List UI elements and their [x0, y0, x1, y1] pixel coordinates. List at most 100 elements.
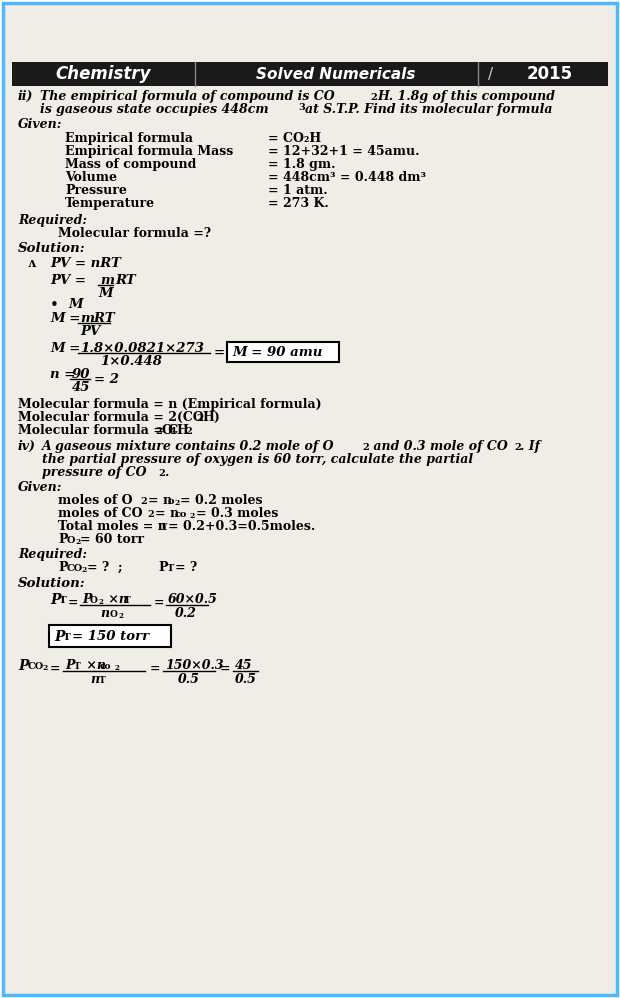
Text: O: O — [161, 424, 172, 437]
Text: =: = — [220, 663, 231, 676]
Text: P: P — [18, 659, 29, 673]
Text: ×n: ×n — [104, 593, 128, 606]
Text: T: T — [59, 596, 67, 605]
Text: 2: 2 — [196, 414, 203, 423]
Text: CO: CO — [67, 564, 83, 573]
Text: Required:: Required: — [18, 548, 87, 561]
Text: O: O — [110, 610, 118, 619]
Text: the partial pressure of oxygen is 60 torr, calculate the partial: the partial pressure of oxygen is 60 tor… — [42, 453, 473, 466]
Text: m: m — [100, 274, 114, 287]
Text: Molecular formula = n (Empirical formula): Molecular formula = n (Empirical formula… — [18, 398, 322, 411]
Text: is gaseous state occupies 448cm: is gaseous state occupies 448cm — [40, 103, 268, 116]
Text: PV =: PV = — [50, 274, 86, 287]
Text: Given:: Given: — [18, 481, 63, 494]
Text: T: T — [124, 596, 131, 605]
Text: = 0.2 moles: = 0.2 moles — [180, 494, 262, 507]
Text: T: T — [63, 633, 71, 642]
Text: RT: RT — [115, 274, 136, 287]
Text: = 1 atm.: = 1 atm. — [268, 184, 327, 197]
Text: = ?: = ? — [87, 561, 109, 574]
Text: Empirical formula Mass: Empirical formula Mass — [65, 145, 233, 158]
Text: 2: 2 — [140, 497, 147, 506]
Text: M =: M = — [50, 312, 81, 325]
Text: ii): ii) — [18, 90, 33, 103]
Text: = 0.2+0.3=0.5moles.: = 0.2+0.3=0.5moles. — [168, 520, 315, 533]
Text: 60×0.5: 60×0.5 — [168, 593, 218, 606]
Text: 2: 2 — [174, 499, 179, 507]
Text: 2015: 2015 — [527, 65, 573, 83]
Text: .: . — [164, 466, 169, 479]
Text: 150×0.3: 150×0.3 — [165, 659, 224, 672]
Text: = 273 K.: = 273 K. — [268, 197, 329, 210]
Text: co: co — [175, 510, 187, 519]
Text: 2: 2 — [75, 538, 80, 546]
Text: 0.5: 0.5 — [178, 673, 200, 686]
Text: = 1.8 gm.: = 1.8 gm. — [268, 158, 335, 171]
Text: Temperature: Temperature — [65, 197, 155, 210]
Text: =: = — [150, 663, 161, 676]
Text: =: = — [50, 663, 61, 676]
Text: 0.2: 0.2 — [175, 607, 197, 620]
Text: moles of O: moles of O — [58, 494, 133, 507]
Text: mRT: mRT — [80, 312, 115, 325]
Text: 2: 2 — [118, 612, 123, 620]
Text: Required:: Required: — [18, 214, 87, 227]
Text: 2: 2 — [185, 427, 192, 436]
Text: A gaseous mixture contains 0.2 mole of O: A gaseous mixture contains 0.2 mole of O — [42, 440, 335, 453]
Text: Mass of compound: Mass of compound — [65, 158, 197, 171]
Text: at S.T.P. Find its molecular formula: at S.T.P. Find its molecular formula — [305, 103, 552, 116]
Text: P: P — [82, 593, 91, 606]
Text: T: T — [74, 662, 81, 671]
Text: = 150 torr: = 150 torr — [72, 630, 149, 643]
Text: 2: 2 — [147, 510, 154, 519]
Text: n =: n = — [50, 368, 76, 381]
Text: 2: 2 — [362, 443, 369, 452]
Text: = CO₂H: = CO₂H — [268, 132, 321, 145]
Text: 3: 3 — [298, 103, 305, 112]
Text: 2: 2 — [514, 443, 521, 452]
Text: P: P — [58, 561, 68, 574]
Text: 90: 90 — [72, 368, 91, 381]
Text: Empirical formula: Empirical formula — [65, 132, 193, 145]
Text: P: P — [158, 561, 167, 574]
FancyBboxPatch shape — [3, 3, 617, 995]
Text: co: co — [100, 662, 112, 671]
Text: H: H — [176, 424, 188, 437]
Text: ʌ: ʌ — [28, 257, 36, 270]
Text: Solution:: Solution: — [18, 242, 86, 255]
Text: pressure of CO: pressure of CO — [42, 466, 146, 479]
Text: =: = — [68, 597, 79, 610]
Text: Molecular formula = C: Molecular formula = C — [18, 424, 179, 437]
Text: 2: 2 — [158, 469, 165, 478]
Text: 1.8×0.0821×273: 1.8×0.0821×273 — [80, 342, 204, 355]
Text: Molecular formula =?: Molecular formula =? — [58, 227, 211, 240]
Text: 45: 45 — [72, 381, 91, 394]
Text: CO: CO — [28, 662, 44, 671]
Text: = 0.3 moles: = 0.3 moles — [196, 507, 278, 520]
Text: Volume: Volume — [65, 171, 117, 184]
Text: Solution:: Solution: — [18, 577, 86, 590]
Text: ×n: ×n — [82, 659, 106, 672]
FancyBboxPatch shape — [227, 342, 339, 362]
Text: = ?: = ? — [175, 561, 197, 574]
Text: o: o — [168, 497, 174, 506]
Text: n: n — [90, 673, 99, 686]
Text: 2: 2 — [98, 598, 103, 606]
Text: ;: ; — [118, 561, 123, 574]
Text: = 448cm³ = 0.448 dm³: = 448cm³ = 0.448 dm³ — [268, 171, 426, 184]
Text: M: M — [68, 298, 82, 311]
Text: =: = — [154, 597, 164, 610]
Text: H): H) — [202, 411, 220, 424]
Text: moles of CO: moles of CO — [58, 507, 143, 520]
Text: 1×0.448: 1×0.448 — [100, 355, 162, 368]
Text: T: T — [160, 523, 167, 532]
Text: Total moles = n: Total moles = n — [58, 520, 167, 533]
Text: 2: 2 — [81, 566, 86, 574]
Text: = n: = n — [148, 494, 172, 507]
Text: = 2: = 2 — [94, 373, 119, 386]
Text: 0.5: 0.5 — [235, 673, 257, 686]
Text: P: P — [65, 659, 74, 672]
Text: Solved Numericals: Solved Numericals — [256, 67, 416, 82]
Text: T: T — [99, 676, 106, 685]
Text: 2: 2 — [155, 427, 162, 436]
